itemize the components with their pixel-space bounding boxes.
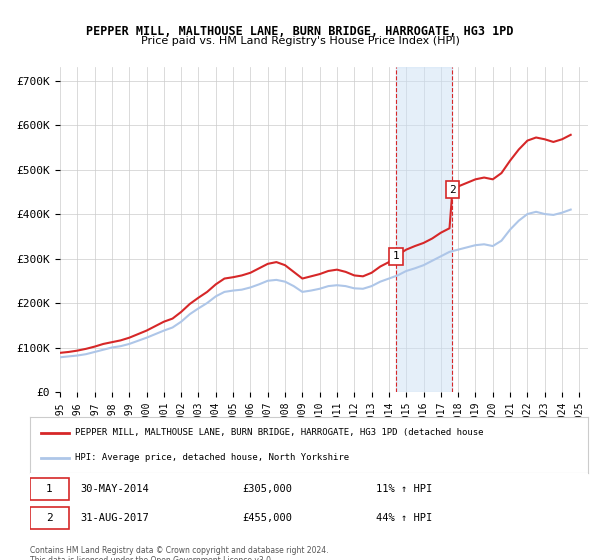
Text: PEPPER MILL, MALTHOUSE LANE, BURN BRIDGE, HARROGATE, HG3 1PD (detached house: PEPPER MILL, MALTHOUSE LANE, BURN BRIDGE… bbox=[74, 428, 483, 437]
FancyBboxPatch shape bbox=[30, 507, 69, 529]
Bar bbox=[396, 67, 452, 392]
Text: 11% ↑ HPI: 11% ↑ HPI bbox=[376, 484, 432, 494]
Text: 2: 2 bbox=[449, 185, 456, 194]
Text: Price paid vs. HM Land Registry's House Price Index (HPI): Price paid vs. HM Land Registry's House … bbox=[140, 36, 460, 46]
FancyBboxPatch shape bbox=[30, 478, 69, 500]
Text: £305,000: £305,000 bbox=[242, 484, 292, 494]
Text: £455,000: £455,000 bbox=[242, 512, 292, 522]
Text: 30-MAY-2014: 30-MAY-2014 bbox=[80, 484, 149, 494]
Text: 1: 1 bbox=[46, 484, 53, 494]
Text: 31-AUG-2017: 31-AUG-2017 bbox=[80, 512, 149, 522]
Text: 44% ↑ HPI: 44% ↑ HPI bbox=[376, 512, 432, 522]
Text: 2: 2 bbox=[46, 512, 53, 522]
Text: 1: 1 bbox=[393, 251, 400, 262]
Text: Contains HM Land Registry data © Crown copyright and database right 2024.
This d: Contains HM Land Registry data © Crown c… bbox=[30, 546, 329, 560]
Text: HPI: Average price, detached house, North Yorkshire: HPI: Average price, detached house, Nort… bbox=[74, 453, 349, 462]
Text: PEPPER MILL, MALTHOUSE LANE, BURN BRIDGE, HARROGATE, HG3 1PD: PEPPER MILL, MALTHOUSE LANE, BURN BRIDGE… bbox=[86, 25, 514, 38]
